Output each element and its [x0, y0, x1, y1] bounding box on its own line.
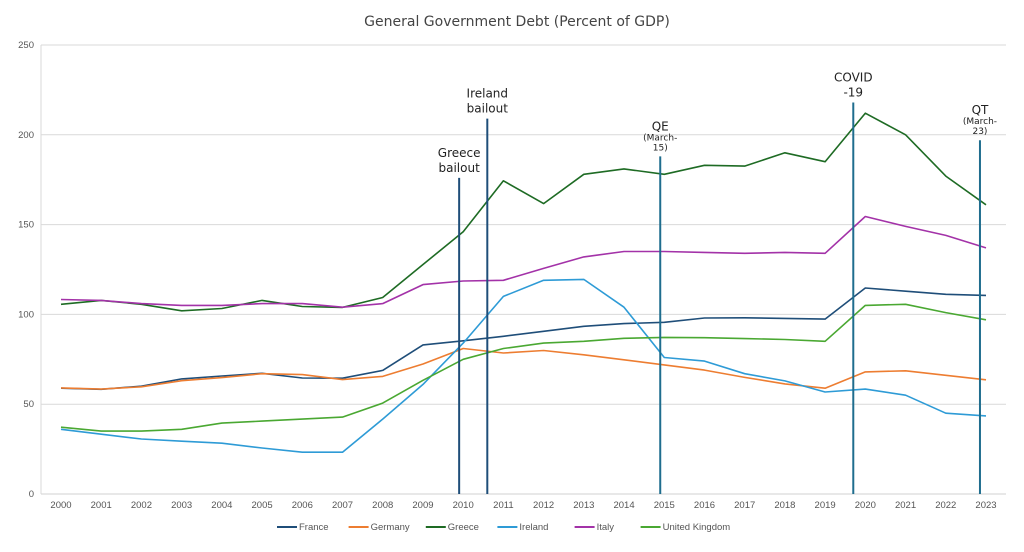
- series-line-ireland: [60, 278, 987, 454]
- x-tick-label: 2005: [252, 500, 273, 511]
- x-tick-label: 2007: [332, 500, 353, 511]
- x-tick-label: 2003: [171, 500, 192, 511]
- x-tick-label: 2019: [815, 500, 836, 511]
- series-line-germany: [60, 347, 987, 390]
- legend-label: Italy: [597, 522, 615, 533]
- event-label: QT: [972, 103, 989, 117]
- event-label: bailout: [467, 102, 509, 116]
- y-tick-label: 100: [18, 309, 34, 320]
- series-line-united-kingdom: [60, 303, 987, 432]
- series-line-greece: [60, 112, 987, 312]
- event-label: bailout: [439, 161, 481, 175]
- x-tick-label: 2006: [292, 500, 313, 511]
- x-tick-label: 2012: [533, 500, 554, 511]
- legend-label: Greece: [448, 522, 479, 533]
- y-tick-label: 0: [29, 489, 34, 500]
- y-tick-label: 150: [18, 220, 34, 231]
- y-tick-label: 250: [18, 40, 34, 51]
- x-tick-label: 2001: [91, 500, 112, 511]
- x-tick-label: 2016: [694, 500, 715, 511]
- x-tick-label: 2004: [211, 500, 232, 511]
- event-label: QE: [652, 119, 669, 133]
- x-axis-ticks: 2000 2001 2002 2003 2004 2005 2006 2007 2008 2009…: [50, 500, 996, 511]
- event-label: 23): [972, 127, 987, 137]
- legend-label: Germany: [371, 522, 410, 533]
- legend-label: Ireland: [519, 522, 548, 533]
- event-label: Greece: [438, 146, 481, 160]
- event-label: (March-: [643, 133, 677, 143]
- x-tick-label: 2020: [855, 500, 876, 511]
- x-tick-label: 2011: [493, 500, 513, 511]
- y-tick-label: 200: [18, 130, 34, 141]
- x-tick-label: 2015: [654, 500, 675, 511]
- legend: France Germany Greece Ireland Italy United Ki…: [277, 522, 730, 533]
- x-tick-label: 2022: [935, 500, 956, 511]
- x-tick-label: 2000: [50, 500, 71, 511]
- event-annotations: bailoutGreecebailoutIreland15)(March-QE-…: [438, 70, 997, 494]
- gridlines: [40, 44, 1006, 495]
- event-label: -19: [843, 85, 863, 99]
- x-tick-label: 2014: [613, 500, 634, 511]
- x-tick-label: 2013: [573, 500, 594, 511]
- y-axis-ticks: 0 50 100 150 200 250: [18, 40, 34, 500]
- legend-label: France: [299, 522, 329, 533]
- event-label: COVID: [834, 70, 873, 84]
- event-label: (March-: [963, 117, 997, 127]
- x-tick-label: 2023: [975, 500, 996, 511]
- x-tick-label: 2021: [895, 500, 916, 511]
- event-label: Ireland: [467, 87, 509, 101]
- legend-label: United Kingdom: [663, 522, 731, 533]
- series-line-italy: [60, 215, 987, 309]
- x-tick-label: 2008: [372, 500, 393, 511]
- x-tick-label: 2017: [734, 500, 755, 511]
- series-lines: [60, 112, 987, 454]
- x-tick-label: 2018: [774, 500, 795, 511]
- x-tick-label: 2010: [453, 500, 474, 511]
- x-tick-label: 2009: [412, 500, 433, 511]
- event-label: 15): [653, 143, 668, 153]
- y-tick-label: 50: [23, 399, 34, 410]
- x-tick-label: 2002: [131, 500, 152, 511]
- series-line-france: [60, 287, 987, 391]
- chart-title: General Government Debt (Percent of GDP): [364, 14, 670, 30]
